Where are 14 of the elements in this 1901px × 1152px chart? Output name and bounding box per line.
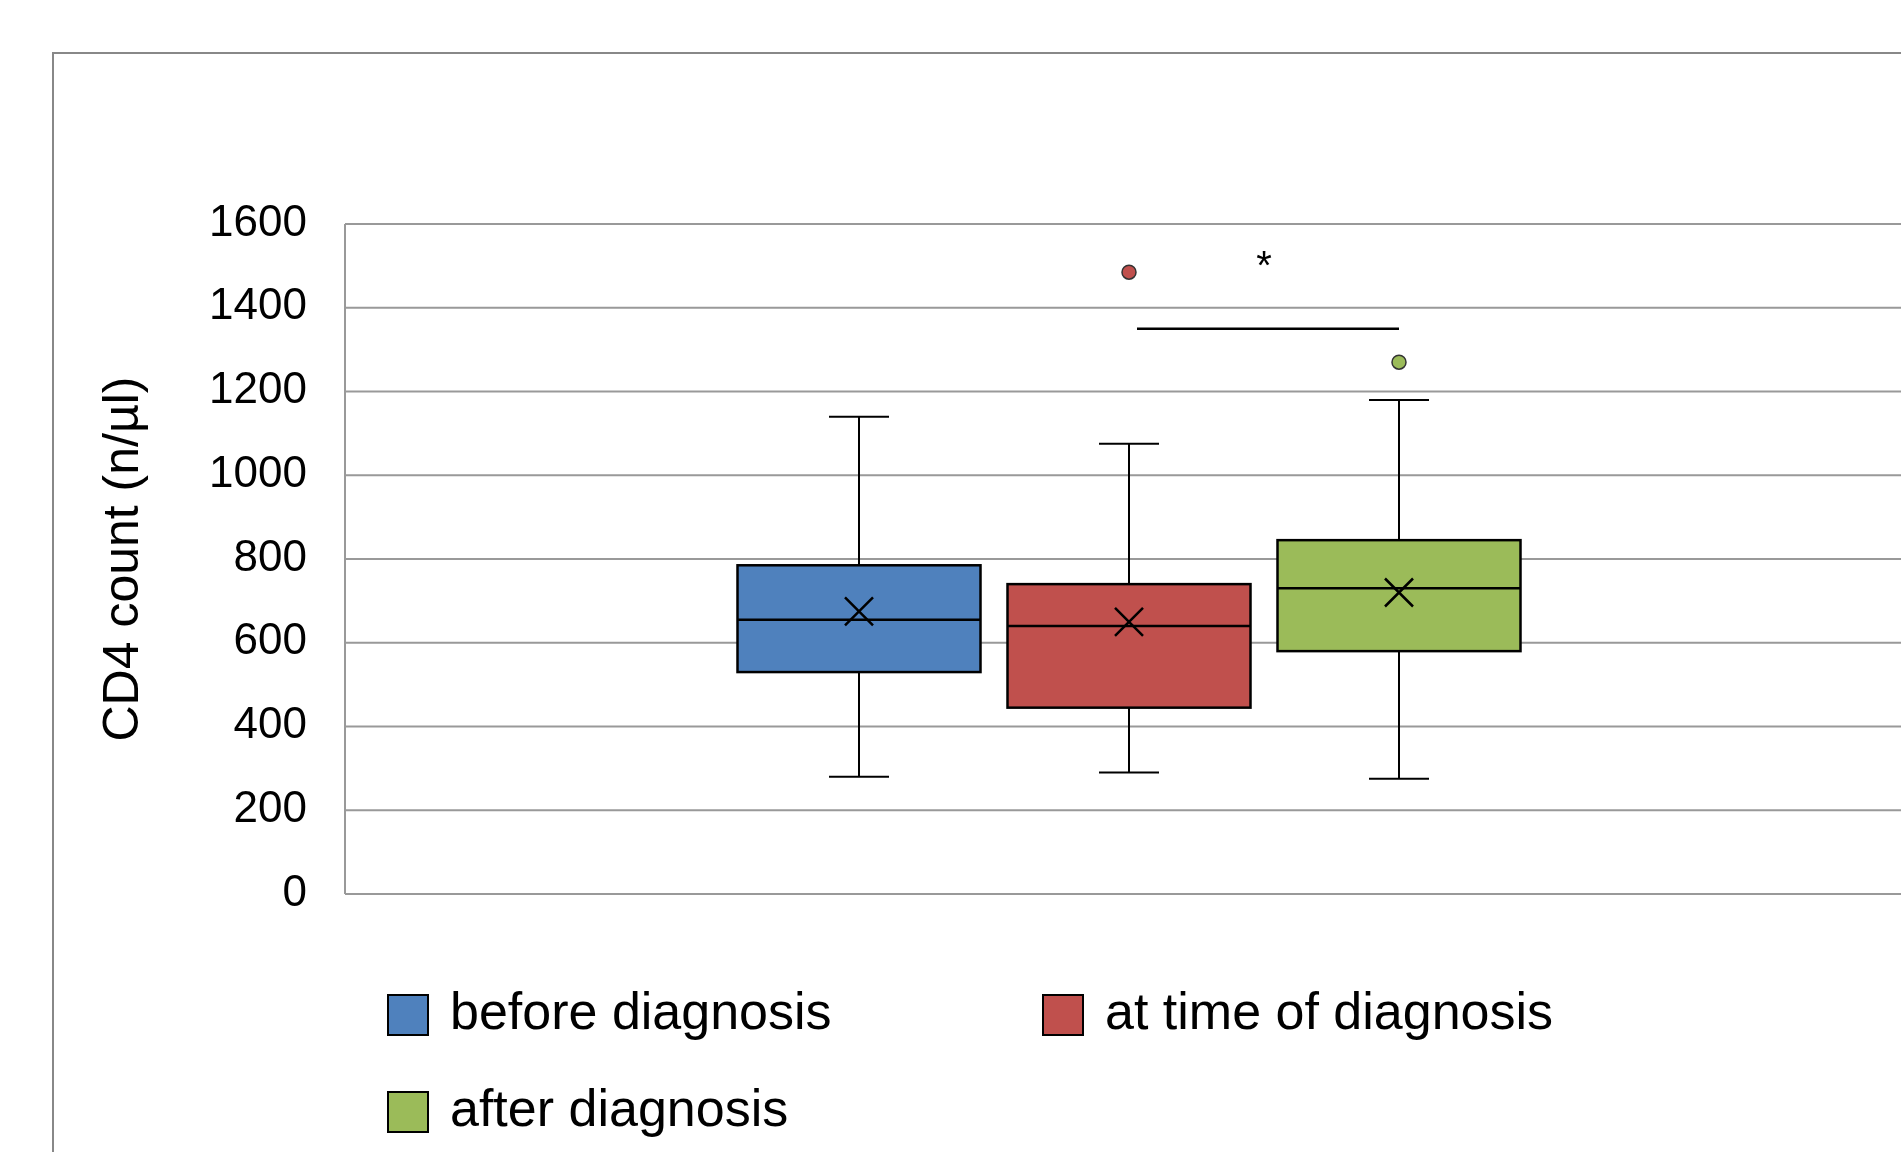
legend-label: at time of diagnosis bbox=[1105, 981, 1554, 1040]
y-tick-label: 1600 bbox=[209, 195, 307, 245]
y-tick-label: 1200 bbox=[209, 363, 307, 413]
y-tick-label: 600 bbox=[233, 614, 307, 664]
y-tick-label: 800 bbox=[233, 530, 307, 580]
y-tick-label: 200 bbox=[233, 781, 307, 831]
legend-label: before diagnosis bbox=[450, 981, 832, 1040]
annotation: * bbox=[1256, 242, 1272, 287]
y-axis-title: CD4 count (n/µl) bbox=[93, 376, 149, 742]
y-tick-label: 1400 bbox=[209, 279, 307, 329]
legend-label: after diagnosis bbox=[450, 1078, 789, 1137]
y-tick-label: 0 bbox=[282, 865, 307, 915]
y-tick-label: 400 bbox=[233, 698, 307, 748]
y-tick-label: 1000 bbox=[209, 446, 307, 496]
